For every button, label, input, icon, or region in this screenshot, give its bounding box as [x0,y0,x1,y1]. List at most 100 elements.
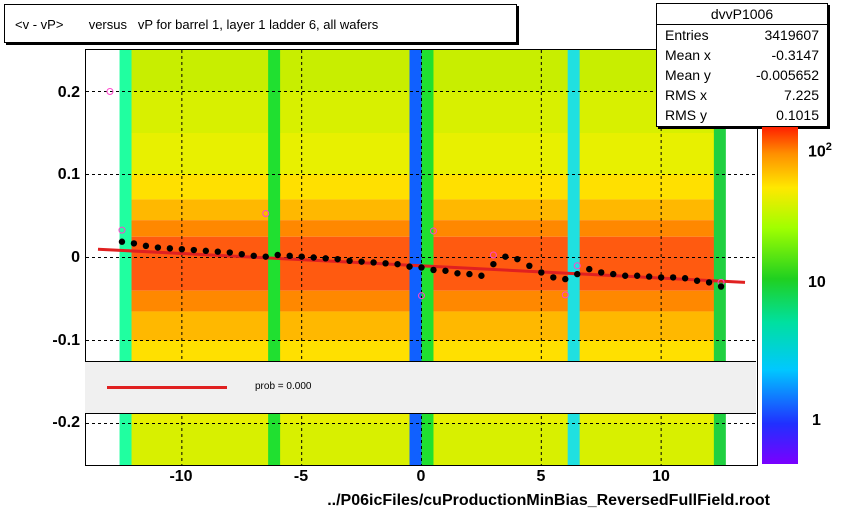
open-marker [561,291,569,299]
profile-point [610,270,617,278]
profile-point [286,252,293,260]
open-marker [418,292,425,300]
y-tick-label: 0 [71,249,80,266]
profile-point [370,259,377,266]
legend-fit-line [107,386,227,389]
open-marker [262,210,270,218]
x-tick-label: -10 [169,468,193,485]
profile-point [478,272,485,279]
profile-point [178,246,186,253]
profile-point [681,275,689,282]
profile-point [250,252,257,260]
profile-point [633,272,641,279]
open-marker [429,227,437,235]
profile-point [514,255,521,263]
profile-point [262,253,269,260]
profile-point [142,242,150,250]
color-scale [762,127,798,464]
stats-row-mean-y: Mean y -0.005652 [657,65,827,85]
stats-row-rms-x: RMS x 7.225 [657,85,827,105]
profile-point [346,257,353,265]
heatmap-strip [713,50,726,465]
z-tick-base: 10 [808,143,826,161]
profile-point [717,283,725,290]
heatmap-strip [409,50,422,465]
profile-point [705,279,713,286]
stats-key: Mean y [665,67,711,83]
profile-point [538,269,545,276]
profile-point [621,272,629,279]
x-axis-label: ../P06icFiles/cuProductionMinBias_Revers… [327,492,770,509]
x-tick-label: 10 [652,468,670,485]
profile-point [490,260,497,268]
plot-title-box: <v - vP> versus vP for barrel 1, layer 1… [4,4,517,43]
stats-key: RMS x [665,87,707,103]
z-tick-label-10: 10 [808,274,826,291]
x-tick-label: -5 [293,468,309,485]
stats-box: dvvP1006 Entries 3419607 Mean x -0.3147 … [656,3,828,127]
stats-row-entries: Entries 3419607 [657,25,827,45]
stats-value: 3419607 [764,27,819,43]
open-marker [118,226,126,234]
profile-point [118,238,126,245]
profile-point [298,253,305,260]
profile-point [274,251,281,259]
profile-point [238,250,245,258]
open-marker [106,88,114,95]
profile-point [502,253,509,260]
profile-point [669,274,677,281]
profile-point [418,264,425,271]
stats-title: dvvP1006 [657,4,827,25]
profile-point [466,270,473,278]
stats-value: 0.1015 [776,107,819,123]
stats-row-rms-y: RMS y 0.1015 [657,105,827,125]
heatmap-strip [119,50,132,465]
stats-value: -0.3147 [771,47,819,63]
profile-point [202,247,210,255]
profile-point [454,270,461,277]
profile-point [598,269,605,276]
heatmap-strip [421,50,434,465]
profile-point [334,255,341,263]
legend-box: prob = 0.000 [85,361,756,414]
stats-row-mean-x: Mean x -0.3147 [657,45,827,65]
profile-point [130,240,138,247]
open-marker [489,251,497,259]
profile-point [693,277,701,284]
profile-point [586,265,593,273]
stats-value: 7.225 [783,87,819,103]
profile-point [226,249,233,256]
y-tick-label: 0.2 [57,84,80,101]
y-tick-label: -0.2 [52,414,80,431]
profile-point [214,248,222,255]
y-tick-label: -0.1 [52,332,80,349]
profile-point [154,244,162,251]
profile-point [442,267,449,274]
open-marker [573,262,581,270]
plot-title: <v - vP> versus vP for barrel 1, layer 1… [15,17,379,32]
x-tick-label: 0 [416,468,426,485]
profile-point [526,262,533,269]
profile-point [574,270,581,278]
z-tick-label-100: 102 [808,141,832,161]
profile-point [430,266,437,274]
profile-point [322,255,329,262]
y-tick-label: 0.1 [57,166,80,183]
profile-point [406,263,413,270]
profile-point [310,254,317,261]
profile-point [394,260,401,268]
profile-point [562,275,569,283]
profile-point [382,260,389,267]
z-tick-label-1: 1 [812,412,821,429]
profile-point [657,274,665,281]
profile-point [190,246,198,254]
stats-key: Mean x [665,47,711,63]
profile-point [358,258,365,265]
z-tick-exponent: 2 [825,141,832,153]
profile-point [166,245,174,252]
profile-point [550,274,557,281]
profile-point [645,273,653,280]
stats-value: -0.005652 [755,67,819,83]
legend-fit-label: prob = 0.000 [255,381,312,392]
stats-key: RMS y [665,107,707,123]
